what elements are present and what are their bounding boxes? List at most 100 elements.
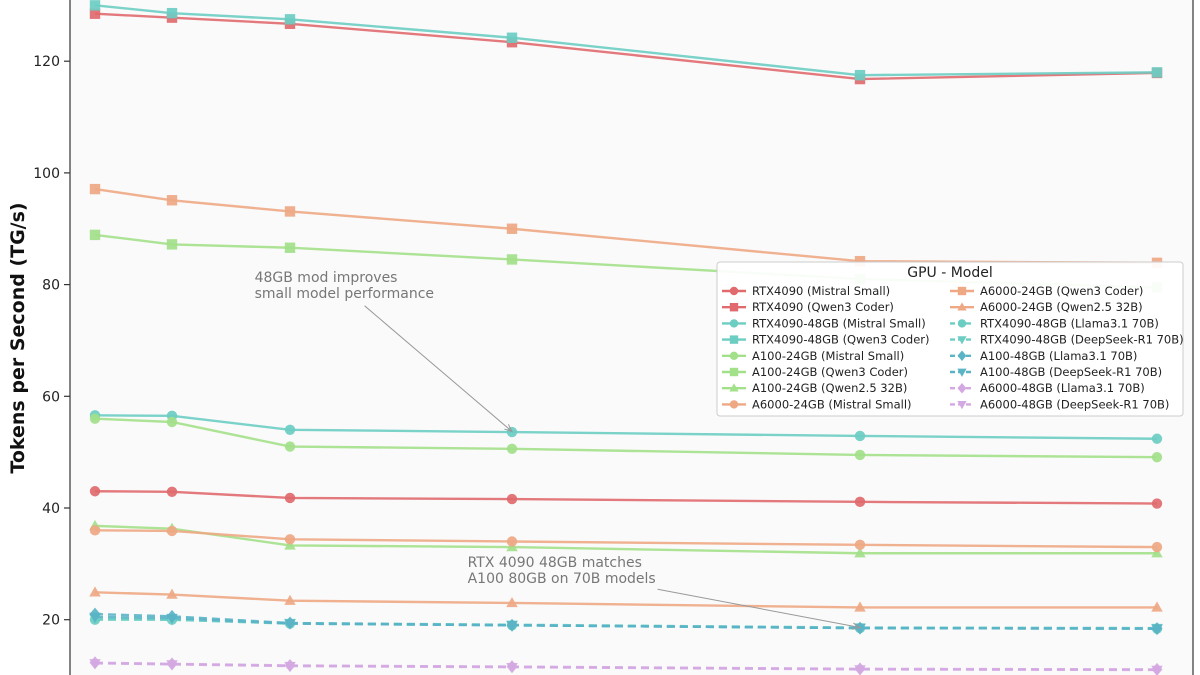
data-point [1151,498,1163,509]
annotation-arrowhead [504,424,513,433]
series-line [94,615,1158,630]
annotation-text: 48GB mod improves [255,270,398,286]
series-15 [89,659,1163,675]
data-point [506,254,518,265]
legend-label: A100-48GB (Llama3.1 70B) [980,349,1137,363]
legend-entry: A6000-24GB (Qwen2.5 32B) [950,300,1143,314]
data-point [854,255,866,267]
legend-entry: RTX4090-48GB (DeepSeek-R1 70B) [950,333,1184,347]
legend-marker [957,302,967,311]
series-line [94,529,1158,549]
legend-entry: A6000-48GB (DeepSeek-R1 70B) [950,397,1169,411]
series-3 [89,0,1163,81]
legend-label: A100-24GB (Mistral Small) [752,349,904,363]
data-point [166,7,178,19]
annotation-text: A100 80GB on 70B models [468,571,656,587]
y-tick-label: 20 [42,613,60,629]
data-point [1151,67,1163,78]
legend-entry: A100-48GB (DeepSeek-R1 70B) [950,365,1162,379]
legend-label: A100-24GB (Qwen3 Coder) [752,365,908,379]
legend: GPU - Model RTX4090 (Mistral Small)RTX40… [716,261,1184,417]
data-point [854,547,866,558]
annotation-arrow [657,588,861,629]
data-point [506,663,518,674]
data-point [854,601,866,612]
series-line [94,417,1158,459]
legend-marker [729,303,739,312]
legend-entry: A100-24GB (Qwen3 Coder) [722,365,908,379]
legend-label: RTX4090 (Qwen3 Coder) [752,300,894,314]
legend-entry: A6000-48GB (Llama3.1 70B) [950,381,1145,395]
series-13 [89,612,1163,635]
legend-marker [957,286,967,296]
data-point [1151,541,1163,553]
legend-marker [957,401,967,410]
series-line [94,490,1158,505]
data-point [854,539,866,551]
annotation-text: RTX 4090 48GB matches [468,555,642,571]
y-axis: 20 40 60 80 100 120 [33,54,70,629]
legend-marker [957,319,967,328]
legend-label: RTX4090-48GB (Qwen3 Coder) [752,333,930,347]
y-tick-label: 40 [42,501,60,517]
legend-marker [729,335,739,344]
legend-entry: RTX4090 (Mistral Small) [722,284,890,298]
data-point [506,443,518,454]
legend-label: RTX4090-48GB (Mistral Small) [752,316,926,330]
legend-entry: RTX4090 (Qwen3 Coder) [722,300,894,314]
data-point [89,229,101,241]
data-point [1151,601,1163,612]
data-point [89,413,101,424]
data-point [89,525,101,536]
legend-items: RTX4090 (Mistral Small) RTX4090 (Qwen3 Co… [722,284,1184,411]
data-point [1151,547,1163,558]
legend-label: RTX4090 (Mistral Small) [752,284,890,298]
data-point [854,69,866,81]
data-point [506,621,518,632]
data-point [166,613,178,625]
legend-label: A100-24GB (Qwen2.5 32B) [752,381,907,395]
y-tick-label: 120 [33,54,60,70]
series-7 [89,525,1163,553]
legend-marker [729,319,739,328]
series-9 [89,586,1163,612]
data-point [1151,433,1163,444]
series-0 [89,486,1163,509]
data-point [89,183,101,195]
data-point [284,539,296,550]
legend-label: A6000-48GB (DeepSeek-R1 70B) [980,397,1169,411]
legend-label: RTX4090-48GB (Llama3.1 70B) [980,316,1159,330]
data-point [284,492,296,504]
data-point [506,32,518,43]
legend-label: A6000-24GB (Qwen2.5 32B) [980,300,1143,314]
annotation-arrow [364,305,513,432]
data-point [284,619,296,630]
data-point [166,525,178,537]
data-point [89,586,101,597]
data-point [284,594,296,605]
legend-entry: RTX4090-48GB (Qwen3 Coder) [722,333,930,347]
series-line [94,524,1157,555]
data-point [854,496,866,508]
data-point [284,441,296,452]
data-point [506,223,518,234]
legend-label: RTX4090-48GB (DeepSeek-R1 70B) [980,333,1184,347]
series-line [94,414,1158,440]
data-point [854,623,866,635]
data-point [166,588,178,599]
data-point [506,536,518,547]
data-point [854,665,866,675]
legend-title: GPU - Model [907,265,993,281]
legend-entry: A100-24GB (Qwen2.5 32B) [722,381,907,395]
data-point [284,242,296,253]
legend-marker [729,286,739,296]
data-point [89,0,101,11]
data-point [854,430,866,442]
data-point [166,486,178,498]
data-point [166,660,178,671]
data-point [284,14,296,25]
legend-marker [729,367,739,377]
